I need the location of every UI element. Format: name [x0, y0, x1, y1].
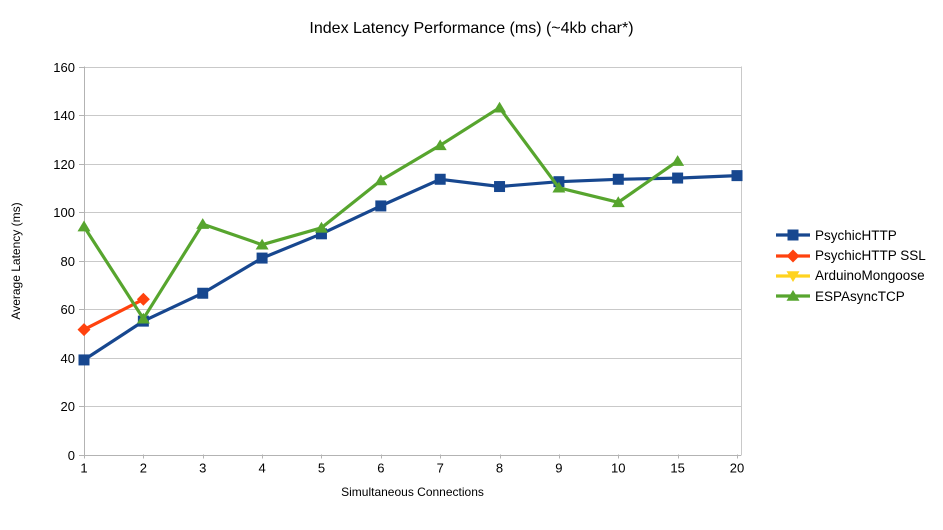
- data-point-marker: [672, 172, 684, 184]
- y-tick-label: 160: [53, 60, 75, 75]
- series-line: [82, 106, 679, 321]
- data-point-marker: [433, 139, 447, 151]
- x-axis-title: Simultaneous Connections: [341, 485, 484, 499]
- y-tick-label: 120: [53, 157, 75, 172]
- data-point-marker: [671, 155, 685, 166]
- legend-item-psychichttp-ssl: PsychicHTTP SSL: [776, 245, 926, 265]
- x-tick-label: 15: [670, 461, 684, 476]
- x-tick-label: 20: [730, 461, 744, 476]
- legend-item-arduinomongoose: ArduinoMongoose: [776, 266, 926, 286]
- data-point-marker: [314, 221, 328, 233]
- data-point-marker: [255, 238, 269, 250]
- square-marker-icon: [776, 229, 810, 241]
- legend-label: PsychicHTTP SSL: [815, 248, 926, 264]
- legend-label: ArduinoMongoose: [815, 268, 925, 284]
- x-tick-label: 9: [555, 461, 562, 476]
- y-tick-label: 0: [68, 448, 75, 463]
- data-point-marker: [611, 196, 625, 208]
- data-point-marker: [136, 312, 150, 324]
- series-line: [83, 174, 738, 362]
- x-tick-label: 6: [377, 461, 384, 476]
- data-point-marker: [256, 252, 268, 264]
- x-tick-label: 5: [318, 461, 325, 476]
- y-tick-label: 40: [61, 351, 75, 366]
- data-point-marker: [78, 354, 90, 366]
- legend-item-espasynctcp: ESPAsyncTCP: [776, 286, 926, 306]
- data-point-marker: [612, 173, 624, 185]
- series-psychichttp: [78, 170, 743, 366]
- x-tick-label: 4: [258, 461, 265, 476]
- legend-label: ESPAsyncTCP: [815, 288, 905, 304]
- y-axis-title: Average Latency (ms): [9, 202, 23, 320]
- x-tick-label: 7: [437, 461, 444, 476]
- triangle-up-marker-icon: [776, 290, 810, 302]
- data-point-marker: [375, 200, 387, 212]
- y-tick-label: 140: [53, 108, 75, 123]
- data-point-marker: [494, 181, 506, 193]
- chart-title: Index Latency Performance (ms) (~4kb cha…: [309, 20, 634, 37]
- x-tick-label: 3: [199, 461, 206, 476]
- data-point-marker: [77, 323, 91, 337]
- x-tick-label: 10: [611, 461, 625, 476]
- legend-item-psychichttp: PsychicHTTP: [776, 225, 926, 245]
- y-tick-label: 60: [61, 302, 75, 317]
- data-point-marker: [77, 220, 91, 232]
- y-tick-label: 80: [61, 254, 75, 269]
- triangle-down-marker-icon: [776, 271, 810, 282]
- x-tick-label: 1: [80, 461, 87, 476]
- data-point-marker: [374, 174, 388, 186]
- data-point-marker: [136, 292, 150, 306]
- legend: PsychicHTTP PsychicHTTP SSL ArduinoMongoos…: [776, 225, 926, 307]
- data-point-marker: [197, 287, 209, 299]
- legend-label: PsychicHTTP: [815, 227, 897, 243]
- data-point-marker: [731, 170, 743, 182]
- y-tick-label: 100: [53, 205, 75, 220]
- diamond-marker-icon: [776, 249, 810, 263]
- data-point-marker: [552, 181, 566, 193]
- y-tick-label: 20: [61, 399, 75, 414]
- data-point-marker: [493, 101, 507, 113]
- series-espasynctcp: [77, 101, 685, 324]
- x-tick-label: 8: [496, 461, 503, 476]
- data-point-marker: [434, 173, 446, 185]
- x-tick-label: 2: [140, 461, 147, 476]
- data-point-marker: [196, 218, 210, 229]
